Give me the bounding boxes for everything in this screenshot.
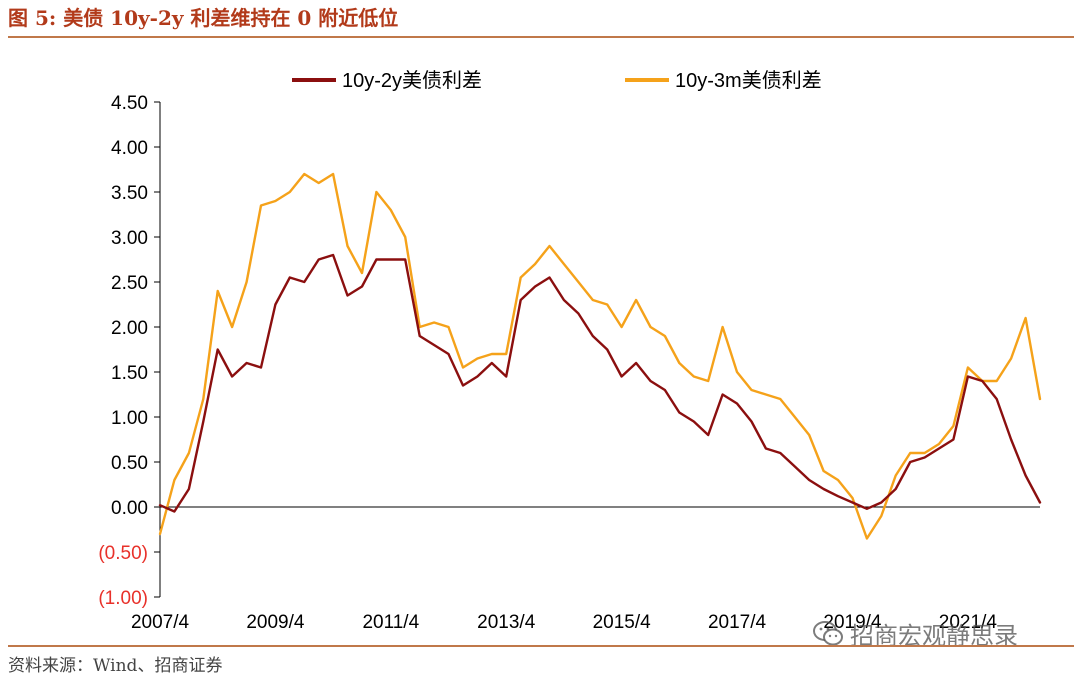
series-layer <box>158 172 1042 540</box>
y-tick-label: 4.00 <box>111 138 148 159</box>
figure-title: 图 5: 美债 10y-2y 利差维持在 0 附近低位 <box>8 6 399 30</box>
legend: 10y-2y美债利差 10y-3m美债利差 <box>292 69 822 92</box>
source-note: 资料来源：Wind、招商证券 <box>8 656 223 676</box>
legend-label: 10y-3m美债利差 <box>675 69 822 92</box>
x-tick-label: 2007/4 <box>131 612 190 633</box>
x-tick-label: 2015/4 <box>593 612 652 633</box>
y-tick-label: 1.50 <box>111 363 148 384</box>
x-tick-label: 2017/4 <box>708 612 767 633</box>
y-tick-label: 2.50 <box>111 273 148 294</box>
source-divider <box>8 645 1074 647</box>
y-tick-label: 0.50 <box>111 453 148 474</box>
x-tick-label: 2021/4 <box>939 612 998 633</box>
series-line <box>158 253 1042 513</box>
y-tick-label: (1.00) <box>98 588 148 609</box>
y-tick-label: (0.50) <box>98 543 148 564</box>
y-tick-label: 1.00 <box>111 408 148 429</box>
x-tick-label: 2013/4 <box>477 612 536 633</box>
y-tick-label: 0.00 <box>111 498 148 519</box>
x-axis: 2007/4 2009/4 2011/4 2013/4 2015/4 2017/4 2019… <box>131 506 1040 633</box>
series-line <box>158 172 1042 540</box>
title-divider <box>8 36 1074 38</box>
x-tick-label: 2011/4 <box>362 612 419 633</box>
y-tick-label: 3.50 <box>111 183 148 204</box>
wechat-icon <box>813 620 843 645</box>
y-axis: 4.50 4.00 3.50 3.00 2.50 2.00 1.50 1.00 0.50 0.00… <box>98 93 161 609</box>
y-tick-label: 2.00 <box>111 318 148 339</box>
y-tick-label: 4.50 <box>111 93 148 114</box>
y-tick-label: 3.00 <box>111 228 148 249</box>
legend-label: 10y-2y美债利差 <box>342 69 482 92</box>
x-tick-label: 2009/4 <box>246 612 305 633</box>
x-tick-label: 2019/4 <box>823 612 882 633</box>
